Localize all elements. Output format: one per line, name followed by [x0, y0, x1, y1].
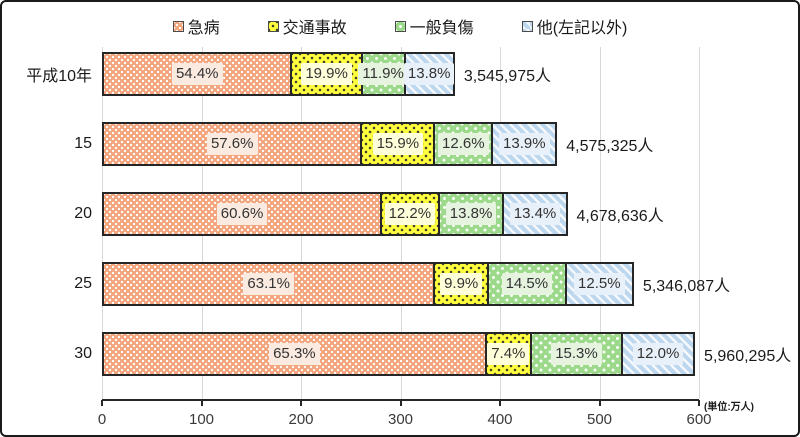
axis-tick-label: 400 [487, 411, 513, 428]
segment-value-label: 12.6% [438, 133, 489, 155]
legend-swatch-icon [521, 20, 533, 32]
bar-segment: 9.9% [433, 262, 489, 306]
axis-tick-label: 100 [188, 411, 215, 428]
segment-value-label: 65.3% [269, 343, 320, 365]
legend-label: 他(左記以外) [536, 20, 628, 37]
segment-value-label: 14.5% [501, 273, 553, 295]
segment-value-label: 60.6% [216, 203, 268, 225]
axis-tick [399, 400, 402, 406]
legend-item-2: 一般負傷 [394, 14, 474, 38]
bar-segment: 15.9% [360, 122, 436, 166]
segment-value-label: 63.1% [243, 273, 294, 295]
bar-segment: 14.5% [487, 262, 567, 306]
bar-segment: 12.2% [380, 192, 440, 236]
category-label: 平成10年 [26, 68, 92, 85]
legend-swatch-icon [172, 20, 184, 32]
segment-value-label: 13.8% [445, 203, 497, 225]
bar-segment: 54.4% [102, 52, 293, 96]
legend-label: 交通事故 [282, 20, 347, 37]
legend-swatch-icon [267, 20, 279, 32]
bar-total-label: 4,678,636人 [576, 208, 664, 225]
segment-value-label: 12.0% [632, 343, 684, 365]
category-label: 25 [74, 275, 92, 292]
bar-row-1: 57.6% 15.9% 12.6% 13.9% [102, 122, 558, 166]
bar-segment: 13.9% [491, 122, 558, 166]
axis-tick [101, 400, 103, 406]
axis-tick-label: 0 [97, 411, 107, 428]
bar-segment: 13.8% [437, 192, 505, 236]
category-label: 15 [74, 135, 92, 152]
bar-total-label: 5,346,087人 [642, 278, 731, 295]
gridline [599, 47, 601, 399]
segment-value-label: 15.3% [551, 343, 602, 365]
legend-swatch-icon [394, 20, 406, 32]
plot-area: 0 100 200 300 400 500 600 54.4% 19.9% 11.9% 13.8% 3… [98, 47, 791, 428]
segment-value-label: 13.8% [403, 63, 455, 85]
axis-tick-label: 300 [387, 411, 414, 428]
segment-value-label: 15.9% [372, 133, 424, 155]
legend-label: 一般負傷 [409, 20, 474, 37]
bar-segment: 13.8% [403, 52, 455, 96]
bar-segment: 7.4% [484, 332, 532, 376]
segment-value-label: 54.4% [171, 63, 223, 85]
segment-value-label: 9.9% [440, 273, 483, 295]
bar-segment: 12.6% [433, 122, 494, 166]
bar-segment: 19.9% [290, 52, 363, 96]
bar-segment: 15.3% [529, 332, 624, 376]
bar-total-label: 4,575,325人 [566, 138, 654, 155]
bar-segment: 11.9% [358, 52, 408, 96]
axis-tick [499, 400, 501, 406]
segment-value-label: 12.2% [384, 203, 436, 225]
axis-tick [698, 400, 700, 406]
legend-item-3: 他(左記以外) [521, 14, 628, 38]
bar-total-label: 5,960,295人 [704, 348, 792, 365]
gridline [699, 47, 700, 399]
segment-value-label: 11.9% [358, 63, 408, 85]
bar-row-4: 65.3% 7.4% 15.3% 12.0% [102, 332, 696, 376]
bar-segment: 60.6% [102, 192, 383, 236]
bar-segment: 12.5% [564, 262, 634, 306]
segment-value-label: 19.9% [301, 63, 352, 85]
axis-tick-label: 500 [586, 411, 613, 428]
segment-value-label: 13.9% [499, 133, 550, 155]
bar-segment: 57.6% [102, 122, 363, 166]
legend-item-0: 急病 [172, 14, 220, 38]
segment-value-label: 13.4% [509, 203, 561, 225]
legend: 急病 交通事故 一般負傷 他(左記以外) [2, 14, 798, 38]
segment-value-label: 57.6% [206, 133, 258, 155]
bar-row-3: 63.1% 9.9% 14.5% 12.5% [102, 262, 634, 306]
bar-row-2: 60.6% 12.2% 13.8% 13.4% [102, 192, 568, 236]
category-label: 20 [74, 205, 92, 222]
axis-tick [300, 400, 302, 406]
unit-label: (単位:万人) [704, 402, 754, 413]
bar-row-0: 54.4% 19.9% 11.9% 13.8% [102, 52, 455, 96]
segment-value-label: 7.4% [487, 343, 530, 365]
bar-total-label: 3,545,975人 [463, 68, 551, 85]
legend-item-1: 交通事故 [267, 14, 347, 38]
axis-tick-label: 200 [288, 411, 314, 428]
bar-segment: 12.0% [621, 332, 696, 376]
axis-tick-label: 600 [686, 411, 712, 428]
bar-segment: 63.1% [102, 262, 436, 306]
segment-value-label: 12.5% [574, 273, 625, 295]
bar-segment: 65.3% [102, 332, 487, 376]
axis-tick [598, 400, 601, 406]
legend-label: 急病 [187, 20, 220, 37]
axis-tick [200, 400, 203, 406]
category-label: 30 [74, 345, 92, 362]
bar-segment: 13.4% [502, 192, 568, 236]
